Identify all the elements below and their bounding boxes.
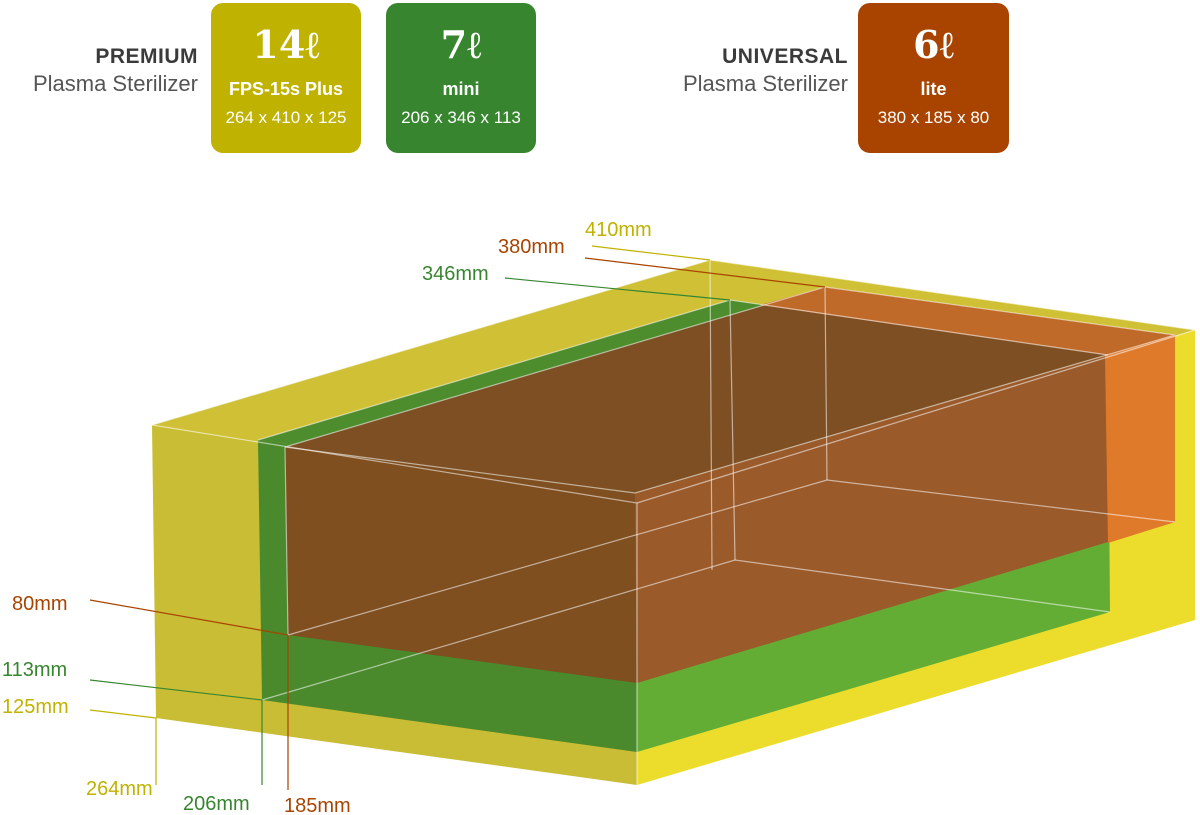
card-model: lite [920, 79, 947, 99]
dim-113: 113mm [2, 659, 67, 681]
orange-box-right [635, 335, 1175, 683]
card-dims: 264 x 410 x 125 [225, 108, 347, 127]
dim-346: 346mm [422, 263, 489, 285]
orange-box-top [285, 287, 1175, 493]
dim-206: 206mm [183, 793, 250, 815]
card-model: mini [442, 79, 480, 99]
universal-title: UNIVERSAL [722, 45, 848, 68]
card-volume: 6ℓ [913, 22, 954, 67]
card-14l: 14ℓ FPS-15s Plus 264 x 410 x 125 [211, 3, 361, 153]
card-7l: 7ℓ mini 206 x 346 x 113 [386, 3, 536, 153]
dim-125: 125mm [2, 696, 69, 718]
premium-title: PREMIUM [95, 45, 198, 68]
universal-label: UNIVERSAL Plasma Sterilizer [640, 44, 848, 98]
dim-185: 185mm [284, 795, 351, 815]
orange-box-topright [760, 287, 1175, 355]
dim-410: 410mm [585, 219, 652, 241]
premium-subtitle: Plasma Sterilizer [32, 71, 198, 96]
dim-380: 380mm [498, 236, 565, 258]
orange-box-side [1105, 335, 1175, 543]
orange-box-left [285, 447, 637, 683]
dim-80: 80mm [12, 593, 68, 615]
universal-subtitle: Plasma Sterilizer [682, 71, 848, 96]
dim-264: 264mm [86, 778, 153, 800]
card-volume: 7ℓ [440, 22, 482, 67]
card-6l: 6ℓ lite 380 x 185 x 80 [858, 3, 1009, 153]
card-dims: 206 x 346 x 113 [401, 108, 521, 127]
card-dims: 380 x 185 x 80 [877, 108, 990, 127]
card-model: FPS-15s Plus [228, 79, 344, 99]
card-volume: 14ℓ [252, 22, 320, 67]
leader-lines [89, 245, 826, 790]
premium-label: PREMIUM Plasma Sterilizer [10, 44, 198, 98]
